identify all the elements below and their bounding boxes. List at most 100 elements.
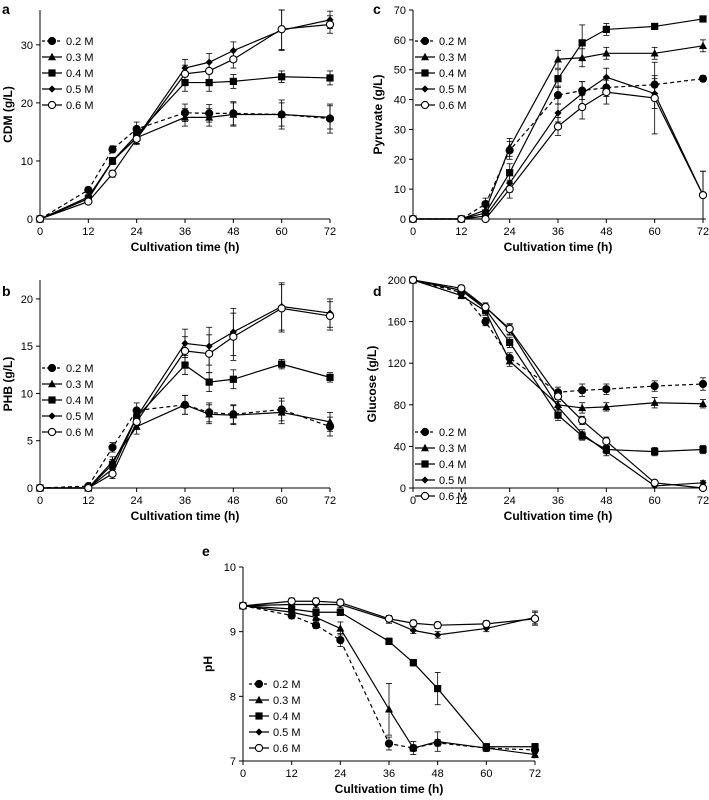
data-point (336, 598, 345, 607)
legend-label: 0.5 M (439, 84, 467, 96)
x-axis-label: Cultivation time (h) (131, 240, 240, 254)
data-point (699, 479, 707, 487)
x-tick-label: 24 (131, 226, 143, 238)
x-tick-label: 24 (504, 495, 516, 507)
data-point (482, 624, 490, 633)
y-tick-label: 80 (394, 400, 406, 412)
series-line (412, 279, 704, 393)
data-point (108, 469, 117, 478)
data-point (278, 73, 286, 81)
y-tick-label: 20 (21, 294, 33, 306)
data-point (35, 214, 45, 224)
data-point (205, 349, 214, 358)
x-tick-label: 24 (334, 768, 346, 780)
data-point (602, 25, 610, 34)
legend: 0.2 M 0.3 M 0.4 M 0.5 M 0.6 M (42, 36, 94, 112)
y-tick-label: 40 (394, 441, 406, 453)
data-point (326, 74, 334, 82)
data-point (277, 25, 286, 34)
x-tick-label: 0 (410, 495, 416, 507)
x-tick-label: 60 (276, 495, 288, 507)
x-tick-label: 60 (649, 495, 661, 507)
data-point (457, 284, 466, 293)
legend-label: 0.3 M (66, 52, 94, 64)
data-point (434, 631, 442, 639)
legend-label: 0.2 M (273, 679, 301, 691)
data-point (326, 113, 334, 121)
series-line (39, 76, 331, 220)
data-point (530, 614, 540, 623)
x-tick-label: 60 (480, 768, 492, 780)
data-point (205, 66, 214, 76)
y-tick-label: 20 (394, 154, 406, 166)
y-tick-label: 70 (394, 5, 406, 17)
data-point (481, 214, 490, 224)
legend-label: 0.6 M (273, 743, 301, 755)
x-tick-label: 0 (37, 226, 43, 238)
x-tick-label: 24 (504, 226, 516, 238)
data-point (312, 613, 320, 621)
x-tick-label: 72 (324, 226, 336, 238)
x-tick-label: 72 (529, 768, 541, 780)
series-0-3-M (239, 601, 539, 759)
legend-label: 0.5 M (66, 84, 94, 96)
data-point (699, 445, 707, 454)
series-0-4-M (36, 355, 334, 492)
legend-marker (255, 728, 263, 736)
panel-letter: c (373, 1, 381, 17)
legend-label: 0.4 M (439, 68, 467, 80)
legend-marker (47, 363, 57, 373)
data-point (482, 619, 491, 629)
data-point (205, 113, 214, 121)
data-point (108, 145, 117, 154)
data-point (506, 338, 514, 346)
data-point (312, 608, 320, 616)
data-point (311, 621, 321, 630)
legend-marker (421, 476, 429, 484)
panel-letter: e (202, 543, 210, 559)
data-point (84, 197, 93, 206)
legend-label: 0.3 M (273, 695, 301, 707)
legend-label: 0.4 M (273, 711, 301, 723)
legend-marker (47, 100, 57, 110)
x-tick-label: 12 (455, 495, 467, 507)
legend-marker (255, 695, 263, 704)
y-tick-label: 15 (21, 341, 33, 353)
legend-marker (47, 427, 57, 437)
y-tick-label: 10 (21, 388, 33, 400)
y-tick-label: 30 (21, 40, 33, 52)
legend-marker (48, 52, 56, 61)
x-tick-label: 36 (179, 226, 191, 238)
legend-marker (421, 460, 429, 468)
legend-marker (47, 36, 57, 46)
data-point (699, 15, 707, 23)
data-point (325, 311, 335, 321)
x-tick-label: 12 (82, 495, 94, 507)
x-tick-label: 36 (552, 226, 564, 238)
legend: 0.2 M 0.3 M 0.4 M 0.5 M 0.6 M (42, 363, 94, 439)
legend-marker (48, 69, 56, 77)
data-point (650, 381, 659, 391)
y-tick-label: 10 (394, 184, 406, 196)
legend-label: 0.6 M (439, 100, 467, 112)
y-tick-label: 30 (394, 124, 406, 136)
x-tick-label: 36 (179, 495, 191, 507)
panel-letter: a (2, 1, 10, 17)
y-tick-label: 9 (230, 627, 236, 639)
series-0-3-M (36, 394, 334, 492)
series-0-6-M (408, 61, 708, 224)
x-tick-label: 0 (240, 768, 246, 780)
legend-marker (420, 491, 430, 501)
data-point (409, 743, 418, 752)
y-tick-label: 160 (388, 317, 406, 329)
y-tick-label: 0 (27, 214, 33, 226)
legend-label: 0.6 M (66, 427, 94, 439)
chart-panel-a: a 0 12 24 36 48 60 72 0 10 20 30 Cultivation time (h… (1, 1, 336, 254)
data-point (288, 605, 296, 613)
data-point (108, 443, 117, 452)
data-point (481, 302, 490, 312)
data-point (602, 73, 610, 81)
x-tick-label: 48 (600, 495, 612, 507)
y-tick-label: 10 (21, 156, 33, 168)
data-point (278, 360, 286, 368)
